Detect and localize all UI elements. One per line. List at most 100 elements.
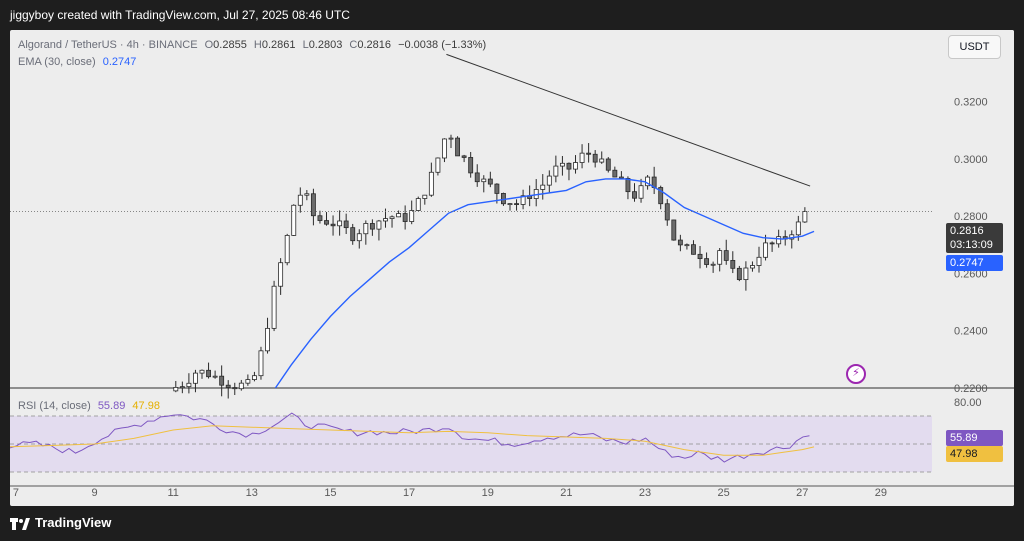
ohlc-legend: Algorand / TetherUS · 4h · BINANCE O 0.28… — [18, 39, 486, 51]
currency-button[interactable]: USDT — [948, 35, 1001, 59]
footer-brand-text: TradingView — [35, 515, 112, 530]
rsi-tick-label: 80.00 — [954, 397, 982, 409]
rsi-ma-line[interactable] — [10, 425, 815, 456]
candle-body — [468, 157, 474, 174]
ema-line[interactable] — [274, 178, 815, 389]
candle-body — [723, 250, 729, 261]
open-label: O — [204, 39, 214, 51]
candle-body — [684, 244, 690, 247]
price-tick-label: 0.3000 — [954, 154, 988, 166]
candle-body — [743, 267, 749, 281]
time-tick-label: 9 — [91, 487, 97, 499]
candle-body — [317, 215, 323, 221]
chart-canvas[interactable]: 0.34000.32000.30000.28000.26000.24000.22… — [10, 30, 1014, 506]
candle-body — [461, 155, 467, 158]
header-bar: jiggyboy created with TradingView.com, J… — [0, 0, 1024, 30]
close-value: 0.2816 — [357, 39, 392, 51]
time-tick-label: 25 — [717, 487, 729, 499]
candle-body — [566, 162, 572, 170]
time-tick-label: 21 — [560, 487, 572, 499]
candle-body — [776, 236, 782, 245]
rsi-line[interactable] — [10, 412, 810, 463]
candle-body — [658, 187, 664, 205]
candle-body — [179, 386, 185, 389]
time-tick-label: 7 — [13, 487, 19, 499]
time-tick-label: 17 — [403, 487, 415, 499]
time-tick-label: 27 — [796, 487, 808, 499]
candle-body — [481, 178, 487, 183]
candle-body — [632, 191, 637, 199]
price-tick-label: 0.3200 — [954, 97, 988, 109]
low-value: 0.2803 — [308, 39, 343, 51]
candle-body — [206, 369, 211, 378]
candle-body — [304, 193, 310, 196]
candle-body — [769, 242, 775, 245]
rsi-legend[interactable]: RSI (14, close) 55.89 47.98 — [18, 400, 160, 412]
candle-body — [265, 327, 270, 352]
candle-body — [291, 204, 297, 236]
candle-body — [756, 256, 762, 266]
low-label: L — [302, 39, 309, 51]
ema-legend[interactable]: EMA (30, close) 0.2747 — [18, 56, 136, 68]
candle-body — [363, 223, 369, 235]
candle-body — [422, 194, 428, 199]
candle-body — [612, 169, 618, 178]
price-tick-label: 0.2800 — [954, 211, 988, 223]
candle-body — [350, 227, 356, 242]
candle-body — [225, 384, 231, 388]
chart-frame[interactable]: 0.34000.32000.30000.28000.26000.24000.22… — [10, 30, 1014, 506]
candle-body — [297, 194, 303, 206]
tradingview-logo-icon — [10, 517, 30, 530]
candle-body — [245, 379, 251, 384]
candle-body — [599, 158, 605, 163]
candle-body — [736, 267, 742, 281]
candle-body — [592, 153, 598, 163]
countdown-value: 03:13:09 — [950, 239, 993, 251]
candle-body — [730, 260, 736, 269]
time-tick-label: 13 — [246, 487, 258, 499]
price-tick-label: 0.2200 — [954, 383, 988, 395]
trend-line[interactable] — [446, 53, 811, 187]
candle-body — [514, 203, 519, 206]
candle-body — [507, 203, 513, 206]
time-tick-label: 15 — [324, 487, 336, 499]
candle-body — [389, 216, 395, 219]
candle-body — [625, 178, 631, 193]
candle-body — [258, 350, 264, 377]
candle-body — [324, 220, 329, 225]
change-value: −0.0038 (−1.33%) — [398, 39, 487, 51]
candle-body — [704, 258, 710, 265]
candle-body — [763, 242, 768, 258]
rsi-badge: 55.89 — [946, 430, 1003, 446]
candle-body — [428, 171, 434, 196]
candle-body — [802, 211, 808, 223]
candle-body — [717, 250, 723, 265]
price-tick-label: 0.2400 — [954, 326, 988, 338]
candle-body — [494, 183, 500, 194]
candle-body — [212, 375, 218, 378]
rsi-label: RSI (14, close) — [18, 400, 91, 412]
candle-body — [271, 285, 277, 329]
candle-body — [448, 137, 454, 140]
candle-body — [546, 175, 552, 186]
candle-body — [710, 263, 716, 266]
symbol-label[interactable]: Algorand / TetherUS · 4h · BINANCE — [18, 39, 198, 51]
candle-body — [638, 185, 644, 199]
lightning-icon[interactable]: ⚡ — [846, 364, 866, 384]
last-price-value: 0.2816 — [950, 225, 984, 237]
candle-body — [474, 172, 480, 183]
candle-body — [330, 223, 336, 227]
rsi-ma-badge: 47.98 — [946, 446, 1003, 462]
candle-body — [193, 372, 198, 384]
candle-body — [573, 162, 578, 170]
candle-body — [238, 382, 244, 390]
ema-value: 0.2747 — [102, 56, 137, 68]
candle-body — [553, 165, 559, 177]
candle-body — [278, 262, 284, 287]
rsi-band — [10, 416, 932, 472]
candle-body — [750, 265, 755, 269]
rsi-value: 55.89 — [97, 400, 126, 412]
candle-body — [559, 162, 565, 167]
candle-body — [540, 184, 546, 190]
candle-body — [415, 198, 421, 211]
